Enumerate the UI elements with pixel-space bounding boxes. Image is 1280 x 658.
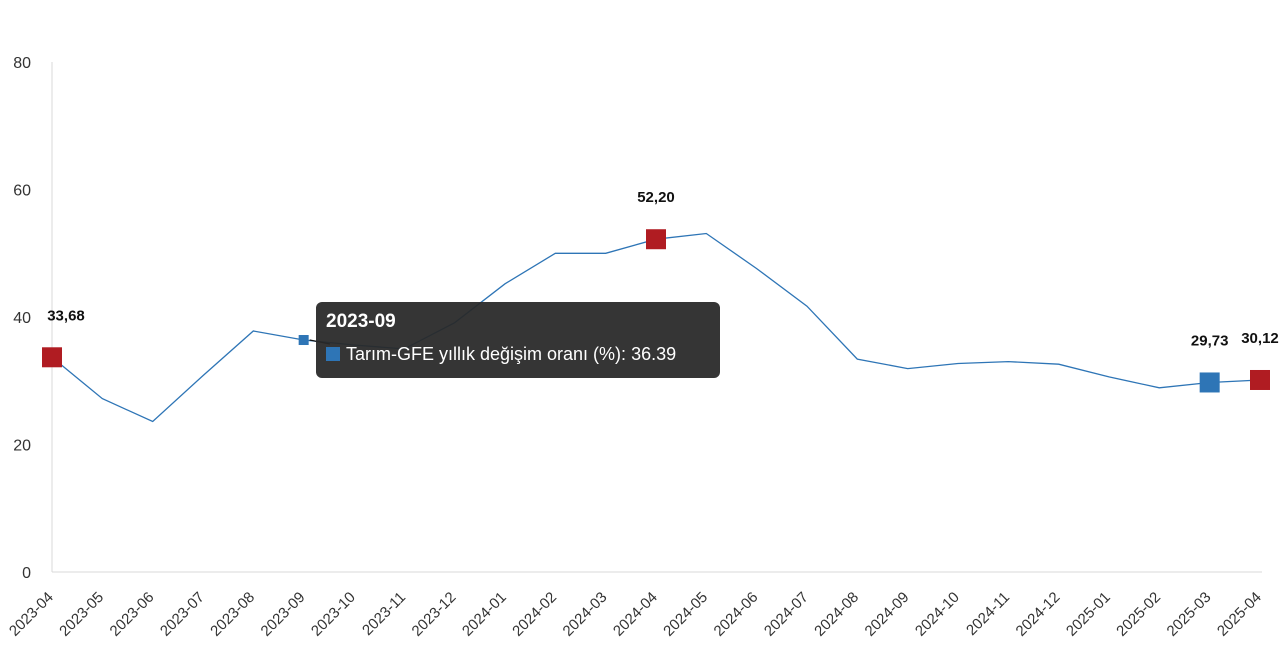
x-tick-label: 2025-04: [1214, 589, 1265, 640]
x-tick-label: 2024-09: [862, 589, 913, 640]
tooltip-series-name: Tarım-GFE yıllık değişim oranı (%): [346, 344, 622, 364]
x-tick-label: 2024-08: [811, 589, 862, 640]
data-label: 30,12: [1241, 330, 1279, 347]
x-tick-label: 2024-11: [963, 589, 1013, 639]
data-label: 29,73: [1191, 332, 1229, 349]
data-label: 52,20: [637, 189, 675, 206]
x-tick-label: 2023-10: [308, 589, 359, 640]
y-tick-label: 40: [13, 310, 31, 327]
x-tick-label: 2024-06: [711, 589, 762, 640]
data-point-marker[interactable]: [42, 347, 62, 368]
x-tick-label: 2024-01: [459, 589, 510, 640]
data-label: 33,68: [47, 307, 85, 324]
y-tick-label: 0: [22, 565, 31, 582]
x-axis-ticks: 2023-04 2023-05 2023-06 2023-07 2023-08 2023-…: [6, 589, 1265, 640]
y-tick-label: 60: [13, 183, 31, 200]
x-tick-label: 2023-04: [6, 589, 57, 640]
x-tick-label: 2023-09: [258, 589, 309, 640]
data-point-marker[interactable]: [646, 229, 666, 250]
x-tick-label: 2024-02: [509, 589, 560, 640]
tooltip: 2023-09 Tarım-GFE yıllık değişim oranı (…: [316, 302, 720, 378]
hover-point-marker[interactable]: [298, 335, 309, 346]
y-tick-label: 80: [13, 55, 31, 72]
x-tick-label: 2023-12: [409, 589, 460, 640]
x-tick-label: 2024-07: [761, 589, 812, 640]
data-point-marker[interactable]: [1250, 369, 1270, 390]
data-point-markers[interactable]: [42, 229, 1270, 393]
data-point-marker[interactable]: [1199, 372, 1220, 393]
x-tick-label: 2024-05: [660, 589, 711, 640]
x-tick-label: 2025-03: [1164, 589, 1215, 640]
y-axis-ticks: 0 20 40 60 80: [13, 55, 31, 582]
y-tick-label: 20: [13, 438, 31, 455]
tooltip-title: 2023-09: [326, 311, 396, 332]
x-tick-label: 2023-11: [359, 589, 409, 639]
x-tick-label: 2024-10: [912, 589, 963, 640]
x-tick-label: 2024-03: [560, 589, 611, 640]
x-tick-label: 2025-02: [1113, 589, 1164, 640]
x-tick-label: 2023-05: [56, 589, 107, 640]
series-swatch: [326, 347, 340, 361]
x-tick-label: 2023-07: [157, 589, 208, 640]
tooltip-separator: :: [621, 344, 632, 364]
tooltip-value: 36.39: [631, 344, 677, 364]
tooltip-row: Tarım-GFE yıllık değişim oranı (%): 36.3…: [326, 342, 710, 366]
x-tick-label: 2023-08: [207, 589, 258, 640]
data-labels: 33,68 52,20 29,73 30,12: [47, 189, 1279, 349]
x-tick-label: 2025-01: [1063, 589, 1114, 640]
x-tick-label: 2024-12: [1013, 589, 1064, 640]
x-tick-label: 2023-06: [107, 589, 158, 640]
x-tick-label: 2024-04: [610, 589, 661, 640]
